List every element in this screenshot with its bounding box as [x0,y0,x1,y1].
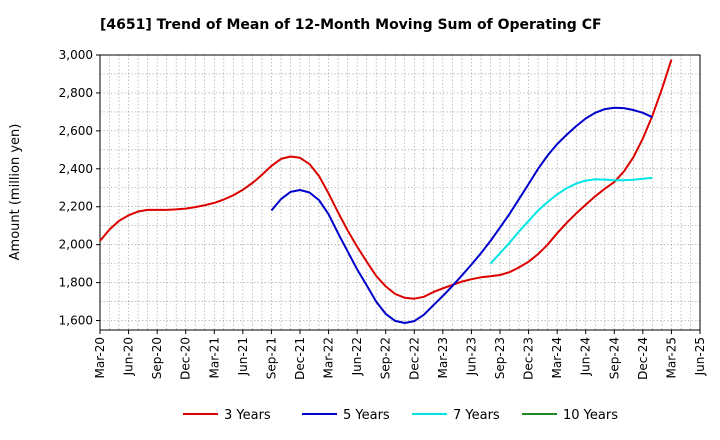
x-tick-label: Sep-21 [264,337,278,379]
y-axis-label: Amount (million yen) [8,124,23,261]
series-line-5-years [270,106,653,324]
x-tick-label: Sep-24 [607,337,621,379]
plot-area [99,54,701,331]
y-tick-label: 3,000 [59,48,93,62]
x-tick-label: Sep-20 [150,337,164,379]
x-tick-label: Sep-22 [379,337,393,379]
y-tick-label: 2,400 [59,162,93,176]
y-tick-label: 1,800 [59,276,93,290]
y-tick-label: 2,200 [59,200,93,214]
series-line-7-years [489,176,653,265]
legend-label: 3 Years [224,408,271,423]
x-tick-label: Dec-20 [179,337,193,380]
x-tick-label: Sep-23 [493,337,507,379]
x-tick-label: Jun-23 [464,337,478,376]
x-tick-label: Jun-21 [236,337,250,376]
x-tick-label: Dec-23 [522,337,536,380]
series-line-3-years [99,59,673,300]
x-tick-label: Jun-24 [579,337,593,376]
y-tick-label: 1,600 [59,314,93,328]
x-tick-label: Mar-23 [436,337,450,378]
x-tick-label: Mar-20 [93,337,107,378]
x-tick-label: Mar-21 [207,337,221,378]
series-lines [99,59,673,324]
x-tick-label: Dec-24 [636,337,650,380]
legend-label: 10 Years [563,408,618,423]
x-tick-label: Jun-25 [693,337,707,376]
y-tick-label: 2,800 [59,86,93,100]
legend-label: 5 Years [343,408,390,423]
y-tick-label: 2,600 [59,124,93,138]
x-tick-label: Jun-20 [122,337,136,376]
legend: 3 Years 5 Years 7 Years 10 Years [183,408,618,423]
x-axis: Mar-20 Jun-20 Sep-20 Dec-20 Mar-21 Jun-21 Sep-… [93,330,707,380]
legend-label: 7 Years [453,408,500,423]
x-tick-label: Mar-25 [664,337,678,378]
x-tick-label: Jun-22 [350,337,364,376]
x-tick-label: Mar-24 [550,337,564,378]
x-tick-label: Dec-22 [407,337,421,380]
y-axis: 1,600 1,800 2,000 2,200 2,400 2,600 2,800 3,000 [59,48,100,328]
grid [100,55,700,330]
x-tick-label: Dec-21 [293,337,307,380]
chart-title: [4651] Trend of Mean of 12-Month Moving … [100,17,602,33]
x-tick-label: Mar-22 [322,337,336,378]
y-tick-label: 2,000 [59,238,93,252]
